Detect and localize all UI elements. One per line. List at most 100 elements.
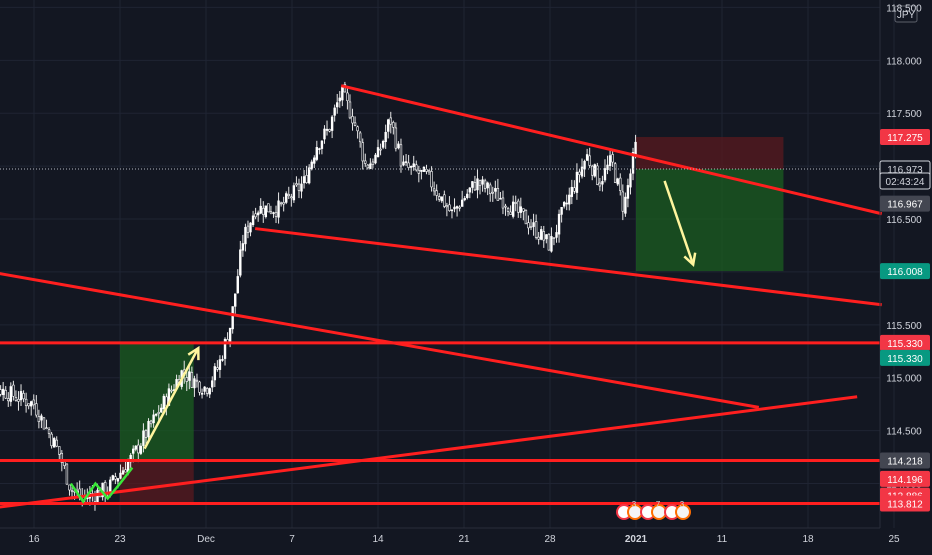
candle-body — [137, 444, 140, 454]
candle-body — [246, 225, 250, 233]
candle-body — [606, 164, 609, 170]
trendline[interactable] — [0, 395, 858, 512]
candle-body — [282, 202, 285, 205]
candle-body — [402, 161, 405, 166]
candle-body — [598, 182, 602, 187]
candle-body — [534, 221, 538, 238]
price-axis-label-text: 116.967 — [887, 200, 923, 211]
price-axis-label[interactable] — [879, 172, 931, 190]
candle-body — [52, 438, 56, 448]
candle-body — [527, 222, 530, 229]
candle-body — [468, 187, 472, 193]
candle-body — [274, 212, 278, 217]
direction-arrow — [143, 347, 200, 450]
candle-body — [570, 186, 574, 197]
candle-body — [358, 132, 362, 143]
candle-body — [430, 171, 433, 188]
price-axis-label-text: 114.196 — [887, 475, 923, 486]
candle-body — [621, 191, 625, 212]
event-count-label: 7 — [656, 500, 661, 509]
y-tick-label: 117.500 — [886, 109, 922, 120]
candle-body — [160, 407, 163, 413]
profit-zone[interactable] — [120, 342, 194, 461]
candle-body — [228, 327, 232, 344]
trendline[interactable] — [254, 227, 882, 307]
candle-body — [70, 490, 74, 492]
candle-body — [568, 194, 571, 205]
candle-body — [417, 170, 421, 174]
candle-body — [154, 413, 158, 416]
candle-body — [547, 233, 551, 251]
price-axis-label[interactable] — [880, 129, 930, 146]
stop-loss-zone[interactable] — [636, 137, 784, 169]
candle-body — [371, 161, 375, 165]
candle-body — [134, 445, 137, 450]
candle-body — [384, 131, 387, 142]
x-tick-label: 11 — [717, 534, 728, 545]
candle-body — [501, 197, 505, 209]
candle-body — [448, 204, 451, 211]
price-axis[interactable]: JPY 118.500118.000117.500117.000116.5001… — [879, 0, 931, 528]
candle-body — [522, 208, 525, 212]
candle-body — [234, 293, 237, 307]
candle-body — [560, 207, 563, 215]
price-axis-label[interactable] — [880, 470, 930, 487]
trendline[interactable] — [0, 267, 760, 409]
price-axis-label-text: 116.973 — [887, 165, 923, 176]
candle-body — [4, 390, 7, 399]
event-badges[interactable]: 3 7 3 — [616, 500, 691, 520]
candle-body — [540, 229, 543, 240]
candle-body — [295, 183, 298, 186]
candle-body — [511, 201, 515, 217]
candle-body — [185, 377, 188, 382]
price-axis-label[interactable] — [880, 195, 930, 212]
price-axis-label[interactable] — [880, 349, 930, 366]
price-axis-label[interactable] — [880, 334, 930, 351]
candle-body — [58, 446, 61, 455]
candle-body — [557, 213, 561, 235]
price-axis-label-text: 115.330 — [887, 354, 923, 365]
candle-body — [481, 179, 484, 185]
candle-body — [463, 198, 466, 201]
candle-body — [144, 430, 148, 438]
stop-loss-zone[interactable] — [120, 460, 194, 504]
price-axis-label[interactable] — [880, 263, 930, 280]
trendline[interactable] — [340, 84, 883, 216]
x-tick-label: 28 — [544, 534, 556, 545]
event-count-label: 3 — [680, 500, 685, 509]
candle-body — [412, 163, 415, 168]
drawn-trendlines[interactable] — [0, 84, 883, 512]
candle-body — [603, 168, 607, 181]
candle-body — [361, 142, 364, 162]
candle-body — [591, 165, 594, 176]
candle-body — [24, 398, 28, 406]
candle-body — [494, 188, 497, 192]
candle-body — [453, 206, 456, 210]
candle-body — [30, 401, 33, 407]
candle-body — [307, 167, 311, 184]
candle-body — [562, 202, 566, 207]
candle-body — [249, 222, 252, 233]
y-tick-label: 114.500 — [886, 427, 922, 438]
candle-body — [328, 128, 331, 132]
candle-body — [440, 196, 443, 202]
candle-body — [514, 202, 517, 204]
candle-body — [356, 126, 359, 132]
candle-body — [241, 243, 245, 251]
price-axis-label[interactable] — [880, 452, 930, 469]
double-bottom-pattern — [69, 466, 134, 504]
candle-body — [374, 154, 377, 164]
candle-body — [578, 171, 581, 175]
candle-body — [190, 372, 194, 388]
y-tick-label: 115.500 — [886, 321, 922, 332]
candle-body — [631, 152, 635, 174]
x-tick-label: 23 — [114, 534, 126, 545]
candle-body — [256, 212, 260, 216]
candle-body — [473, 182, 477, 191]
price-axis-label[interactable] — [880, 495, 930, 512]
economic-event-badge[interactable] — [675, 504, 691, 520]
candle-body — [565, 202, 568, 205]
time-axis[interactable]: 16 23 Dec 7 14 21 28 2021 11 18 25 — [0, 527, 900, 545]
